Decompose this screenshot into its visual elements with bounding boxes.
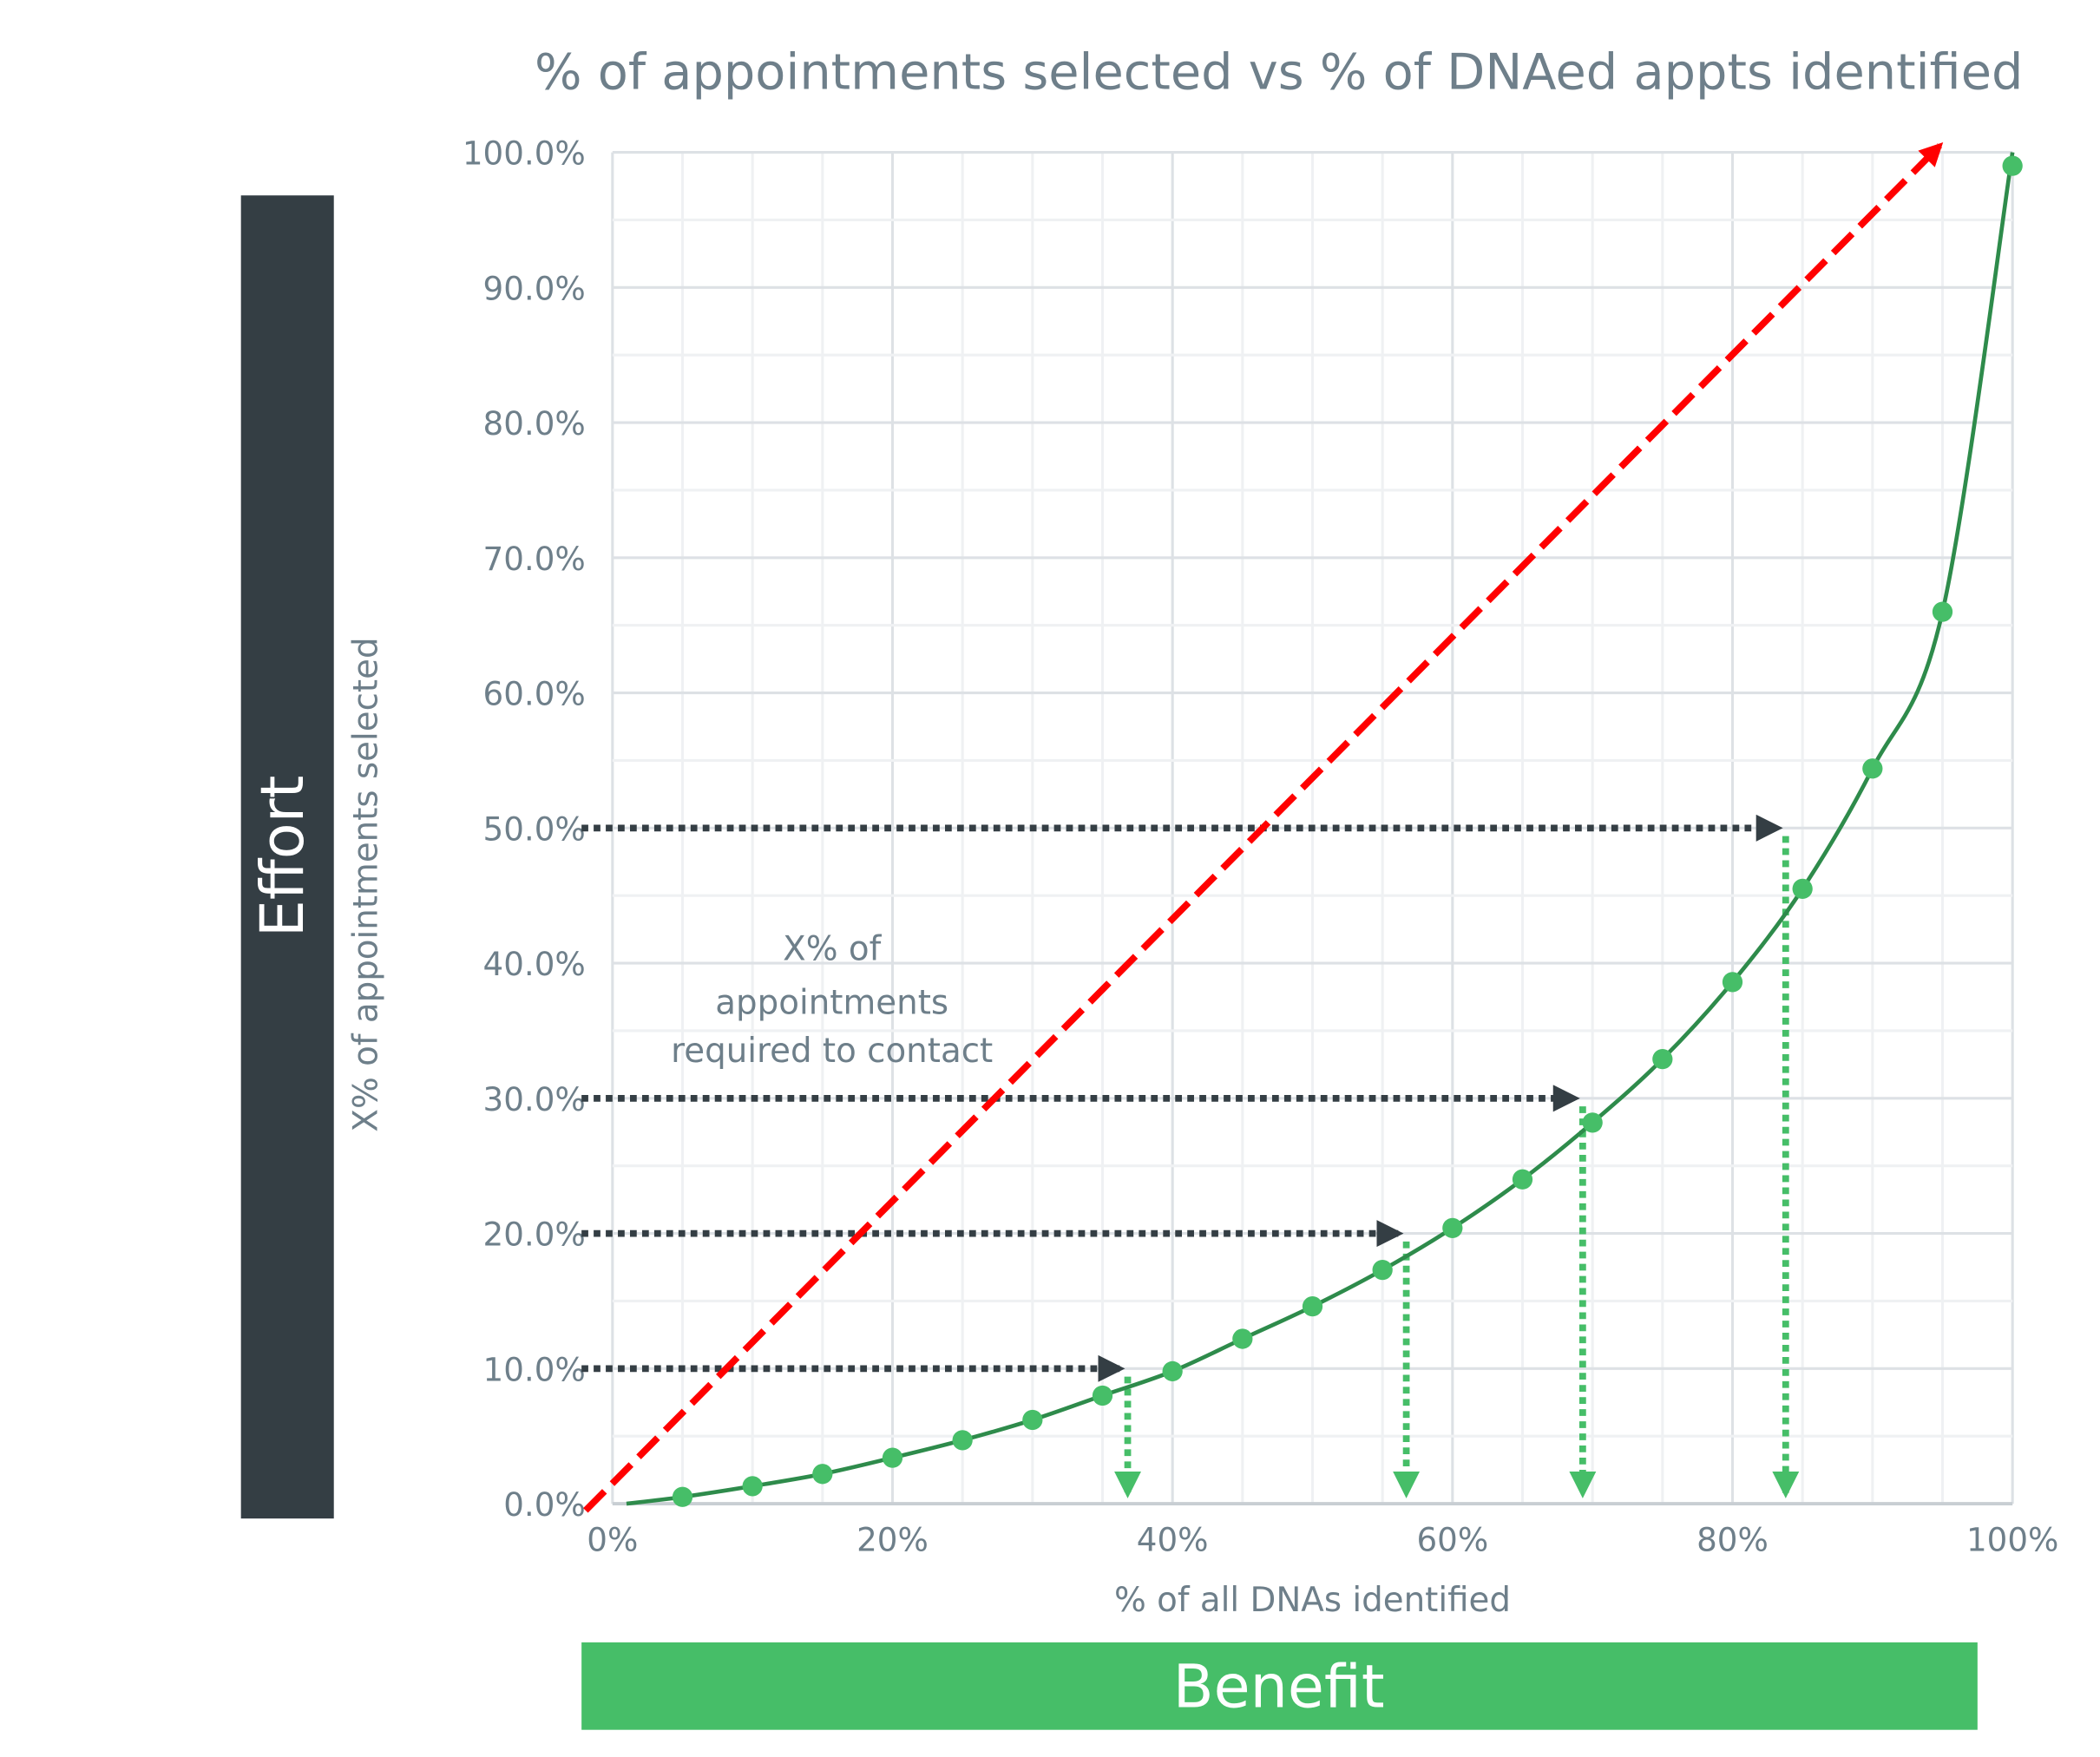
x-axis-label: % of all DNAs identified [1114, 1581, 1511, 1620]
data-point [1722, 972, 1743, 993]
data-point [882, 1447, 903, 1468]
data-point [2002, 155, 2023, 176]
data-point [1862, 758, 1883, 779]
benefit-bar [581, 1642, 1978, 1730]
y-tick-label: 70.0% [483, 540, 586, 578]
data-point [1022, 1409, 1043, 1431]
x-tick-label: 60% [1416, 1520, 1488, 1558]
data-point [1582, 1112, 1603, 1133]
data-point [1232, 1328, 1253, 1349]
y-tick-label: 40.0% [483, 945, 586, 983]
y-tick-label: 80.0% [483, 404, 586, 443]
data-point [1162, 1360, 1183, 1382]
chart-title: % of appointments selected vs % of DNAed… [535, 43, 2023, 102]
y-tick-label: 50.0% [483, 810, 586, 848]
annotation-line-1: X% of [783, 929, 882, 968]
y-tick-label: 100.0% [463, 134, 586, 173]
data-point [1652, 1049, 1673, 1070]
y-axis-label: X% of appointments selected [346, 637, 385, 1131]
data-point [1512, 1169, 1533, 1190]
data-point [1792, 878, 1813, 900]
y-tick-label: 60.0% [483, 675, 586, 713]
effort-label: Effort [249, 776, 318, 938]
data-point [1372, 1259, 1393, 1281]
data-point [1092, 1385, 1113, 1406]
y-tick-label: 10.0% [483, 1350, 586, 1388]
data-point [812, 1464, 833, 1485]
data-point [952, 1430, 973, 1451]
x-tick-label: 40% [1137, 1520, 1209, 1558]
data-point [1442, 1217, 1463, 1238]
data-point [1932, 601, 1953, 622]
y-tick-label: 20.0% [483, 1216, 586, 1254]
reference-diagonal-arrow [583, 141, 1944, 1513]
data-point [672, 1486, 693, 1507]
benefit-label: Benefit [1173, 1653, 1385, 1721]
y-tick-label: 90.0% [483, 269, 586, 307]
y-tick-label: 30.0% [483, 1080, 586, 1118]
annotation-line-2: appointments [715, 983, 948, 1022]
x-tick-label: 100% [1966, 1520, 2058, 1558]
x-tick-label: 80% [1696, 1520, 1769, 1558]
x-tick-label: 20% [856, 1520, 929, 1558]
y-tick-label: 0.0% [503, 1485, 586, 1524]
data-point [742, 1476, 763, 1497]
effort-bar [240, 195, 334, 1519]
x-tick-label: 0% [587, 1520, 638, 1558]
annotation-line-3: required to contact [671, 1032, 993, 1071]
data-point [1302, 1296, 1323, 1317]
